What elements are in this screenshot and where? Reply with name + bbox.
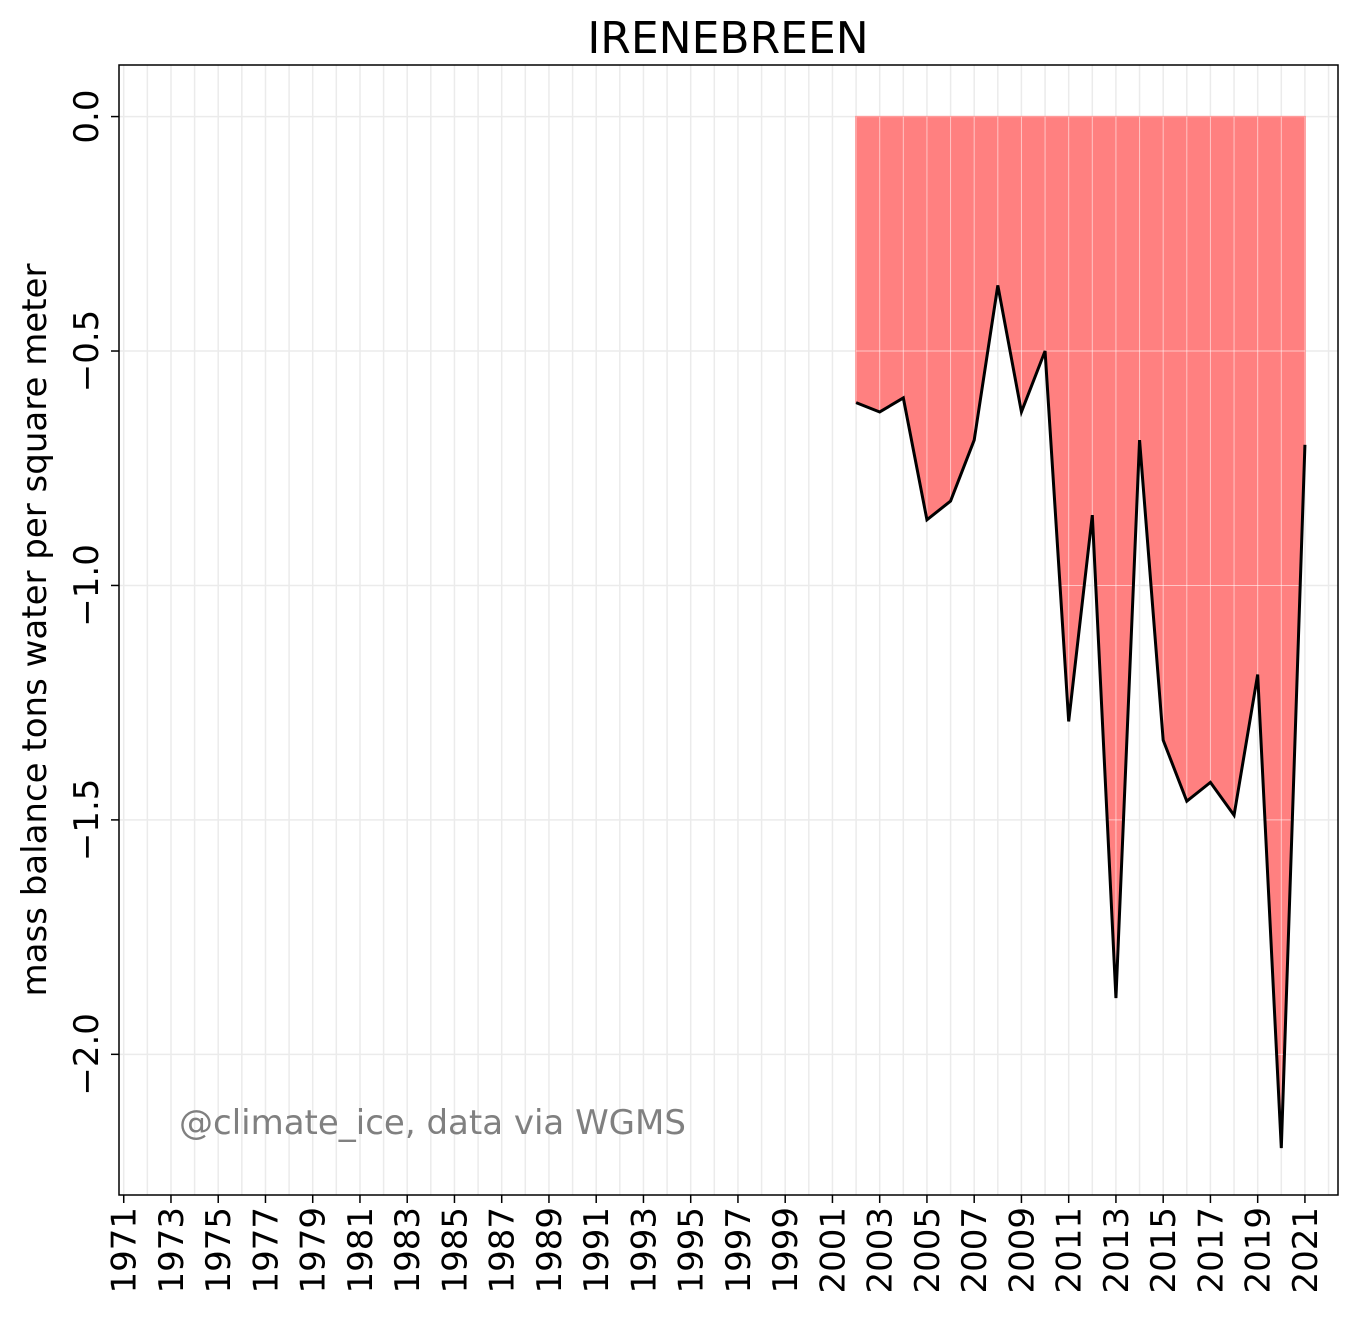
x-tick-label-1977: 1977 — [246, 1207, 286, 1294]
y-tick-label-4: −2.0 — [67, 1013, 107, 1096]
x-tick-label-1997: 1997 — [719, 1207, 759, 1294]
x-tick-label-2019: 2019 — [1239, 1207, 1279, 1294]
y-tick-label-2: −1.0 — [67, 544, 107, 627]
x-tick-label-2009: 2009 — [1002, 1207, 1042, 1294]
mass-balance-line — [855, 285, 1307, 1149]
x-tick-label-1983: 1983 — [388, 1207, 428, 1294]
series-line-layer — [855, 285, 1307, 1149]
x-tick-label-2015: 2015 — [1144, 1207, 1184, 1294]
y-axis-ticks: 0.0 −0.5 −1.0 −1.5 −2.0 — [67, 90, 119, 1096]
x-tick-label-2007: 2007 — [955, 1207, 995, 1294]
x-tick-label-2003: 2003 — [861, 1207, 901, 1294]
x-tick-label-2013: 2013 — [1097, 1207, 1137, 1294]
x-tick-label-1989: 1989 — [530, 1207, 570, 1294]
chart-title: IRENEBREEN — [587, 13, 868, 64]
x-tick-label-2021: 2021 — [1286, 1207, 1326, 1294]
credit-text: @climate_ice, data via WGMS — [179, 1103, 686, 1143]
x-tick-label-1993: 1993 — [624, 1207, 664, 1294]
x-tick-label-1987: 1987 — [483, 1207, 523, 1294]
x-tick-label-2011: 2011 — [1050, 1207, 1090, 1294]
x-tick-label-1979: 1979 — [294, 1207, 334, 1294]
x-tick-label-2001: 2001 — [813, 1207, 853, 1294]
x-tick-label-1971: 1971 — [105, 1207, 145, 1294]
plot-frame — [118, 64, 1339, 1196]
grid — [119, 65, 1338, 1195]
y-tick-label-3: −1.5 — [67, 779, 107, 862]
x-tick-label-1973: 1973 — [152, 1207, 192, 1294]
y-tick-label-1: −0.5 — [67, 310, 107, 393]
x-tick-label-1999: 1999 — [766, 1207, 806, 1294]
x-tick-label-1995: 1995 — [672, 1207, 712, 1294]
x-tick-label-1975: 1975 — [199, 1207, 239, 1294]
x-tick-label-1981: 1981 — [341, 1207, 381, 1294]
y-tick-label-0: 0.0 — [67, 90, 107, 144]
x-axis-ticks: 1971 1973 1975 1977 1979 1981 1983 1985 1987 1989… — [105, 1195, 1326, 1294]
x-tick-label-2005: 2005 — [908, 1207, 948, 1294]
x-tick-label-1985: 1985 — [435, 1207, 475, 1294]
x-tick-label-2017: 2017 — [1191, 1207, 1231, 1294]
y-axis-label: mass balance tons water per square meter — [15, 264, 55, 997]
x-tick-label-1991: 1991 — [577, 1207, 617, 1294]
